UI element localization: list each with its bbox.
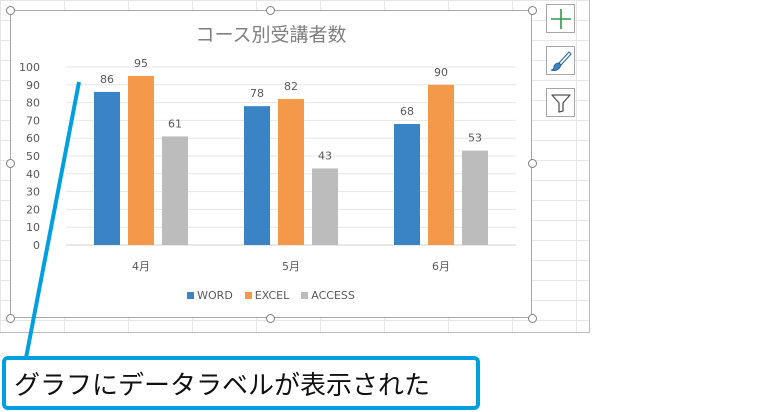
x-tick-label: 6月 (432, 260, 450, 273)
legend-item-excel: EXCEL (244, 289, 290, 302)
y-tick-label: 90 (26, 79, 40, 92)
bar-word-1 (94, 91, 120, 245)
legend-item-word: WORD (187, 289, 233, 302)
bar-access-1 (162, 136, 188, 245)
bar-excel-1 (128, 75, 154, 246)
resize-handle-top-right[interactable] (528, 6, 537, 15)
legend-label-access: ACCESS (311, 289, 355, 302)
y-tick-label: 10 (26, 221, 40, 234)
callout-text: グラフにデータラベルが表示された (14, 370, 431, 401)
resize-handle-bottom-middle[interactable] (266, 314, 275, 323)
chart-styles-button[interactable] (546, 46, 575, 75)
legend-item-access: ACCESS (301, 289, 355, 302)
data-label: 78 (250, 87, 264, 100)
legend-swatch-access (301, 292, 309, 299)
legend-label-excel: EXCEL (254, 289, 290, 302)
bar-access-3 (462, 150, 488, 245)
callout-box: グラフにデータラベルが表示された (2, 356, 480, 410)
data-label: 68 (400, 105, 414, 118)
chart-title[interactable]: コース別受講者数 (195, 24, 347, 46)
resize-handle-middle-right[interactable] (528, 159, 537, 168)
legend-swatch-excel (244, 292, 252, 299)
data-label: 95 (134, 57, 148, 70)
resize-handle-top-left[interactable] (6, 6, 15, 15)
data-label: 53 (468, 132, 482, 145)
bar-excel-3 (428, 84, 454, 245)
y-tick-label: 100 (19, 61, 40, 74)
resize-handle-top-middle[interactable] (266, 6, 275, 15)
resize-handle-bottom-right[interactable] (528, 314, 537, 323)
x-tick-label: 5月 (282, 260, 300, 273)
legend[interactable]: WORD EXCEL ACCESS (10, 289, 532, 302)
bar-excel-2 (278, 99, 304, 245)
y-tick-label: 60 (26, 132, 40, 145)
bar-word-3 (394, 123, 420, 245)
chart-filters-button[interactable] (546, 88, 575, 117)
x-tick-label: 4月 (132, 260, 150, 273)
y-tick-label: 40 (26, 168, 40, 181)
brush-icon (550, 50, 572, 71)
legend-label-word: WORD (197, 289, 233, 302)
chart-elements-button[interactable] (546, 4, 575, 33)
y-tick-label: 0 (33, 239, 40, 252)
y-tick-label: 50 (26, 150, 40, 163)
data-label: 86 (100, 73, 114, 86)
data-label: 61 (168, 117, 182, 130)
data-label: 90 (434, 66, 448, 79)
resize-handle-bottom-left[interactable] (6, 314, 15, 323)
y-tick-label: 30 (26, 186, 40, 199)
y-tick-label: 70 (26, 114, 40, 127)
bar-word-2 (244, 106, 270, 245)
y-tick-label: 80 (26, 97, 40, 110)
y-tick-label: 20 (26, 203, 40, 216)
data-label: 82 (284, 80, 298, 93)
funnel-icon (550, 93, 571, 113)
data-label: 43 (318, 149, 332, 162)
resize-handle-middle-left[interactable] (6, 159, 15, 168)
plus-icon (550, 8, 571, 29)
legend-swatch-word (187, 292, 195, 299)
bar-access-2 (312, 168, 338, 245)
